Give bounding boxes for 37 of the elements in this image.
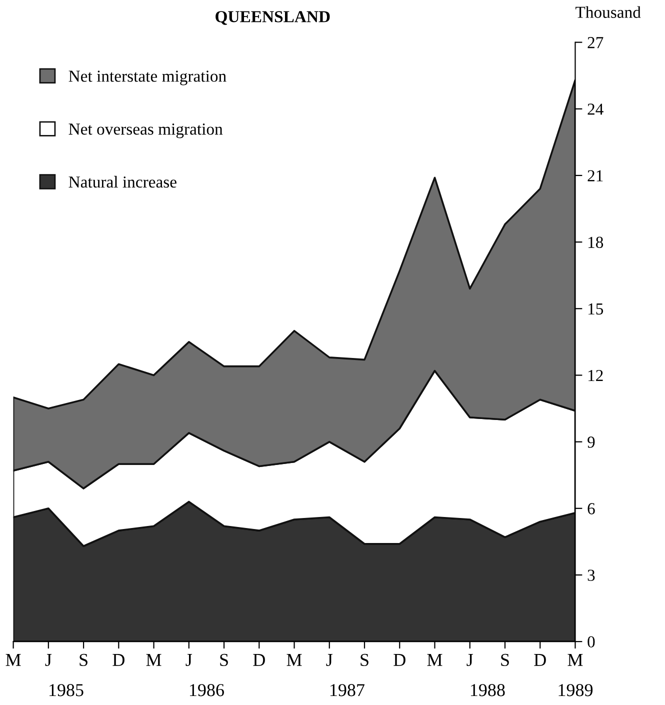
x-tick-label: M: [286, 654, 302, 666]
text: 1989: [558, 684, 593, 696]
y-tick-label: 15: [588, 303, 604, 315]
legend-label: Natural increase: [68, 176, 176, 188]
x-tick-label: J: [326, 654, 333, 666]
x-tick-label: S: [501, 654, 509, 666]
y-tick-label: 9: [588, 436, 595, 448]
x-tick-label: M: [6, 654, 21, 666]
x-tick-label: M: [146, 654, 162, 666]
y-tick-label: 6: [588, 503, 595, 514]
x-tick-label: S: [220, 654, 228, 666]
chart-title: QUEENSLAND: [216, 11, 330, 25]
y-tick-label: 18: [588, 236, 604, 248]
y-tick-label: 0: [588, 636, 595, 648]
x-tick-label: D: [394, 654, 406, 666]
text: 1988: [470, 684, 505, 696]
x-tick-label: M: [568, 654, 583, 666]
text: 1986: [190, 684, 224, 696]
x-tick-label: S: [360, 654, 368, 666]
y-tick-label: 3: [588, 570, 595, 581]
text: 1987: [330, 684, 364, 696]
y-tick-label: 21: [588, 170, 603, 182]
x-tick-label: D: [534, 654, 546, 666]
text: 1985: [50, 684, 84, 696]
y-tick-label: 12: [588, 370, 603, 381]
y-axis-title: Thousand: [576, 6, 641, 18]
x-tick-label: S: [80, 654, 88, 666]
x-tick-label: D: [112, 654, 124, 666]
x-tick-label: M: [427, 654, 442, 666]
x-tick-label: D: [253, 654, 265, 666]
x-tick-label: J: [45, 654, 52, 666]
y-tick-label: 24: [588, 104, 604, 115]
legend-label: Net interstate migration: [68, 70, 226, 86]
y-tick-label: 27: [588, 37, 604, 48]
legend-label: Net overseas migration: [68, 124, 223, 138]
x-tick-label: J: [466, 654, 473, 666]
x-tick-label: J: [186, 654, 192, 666]
